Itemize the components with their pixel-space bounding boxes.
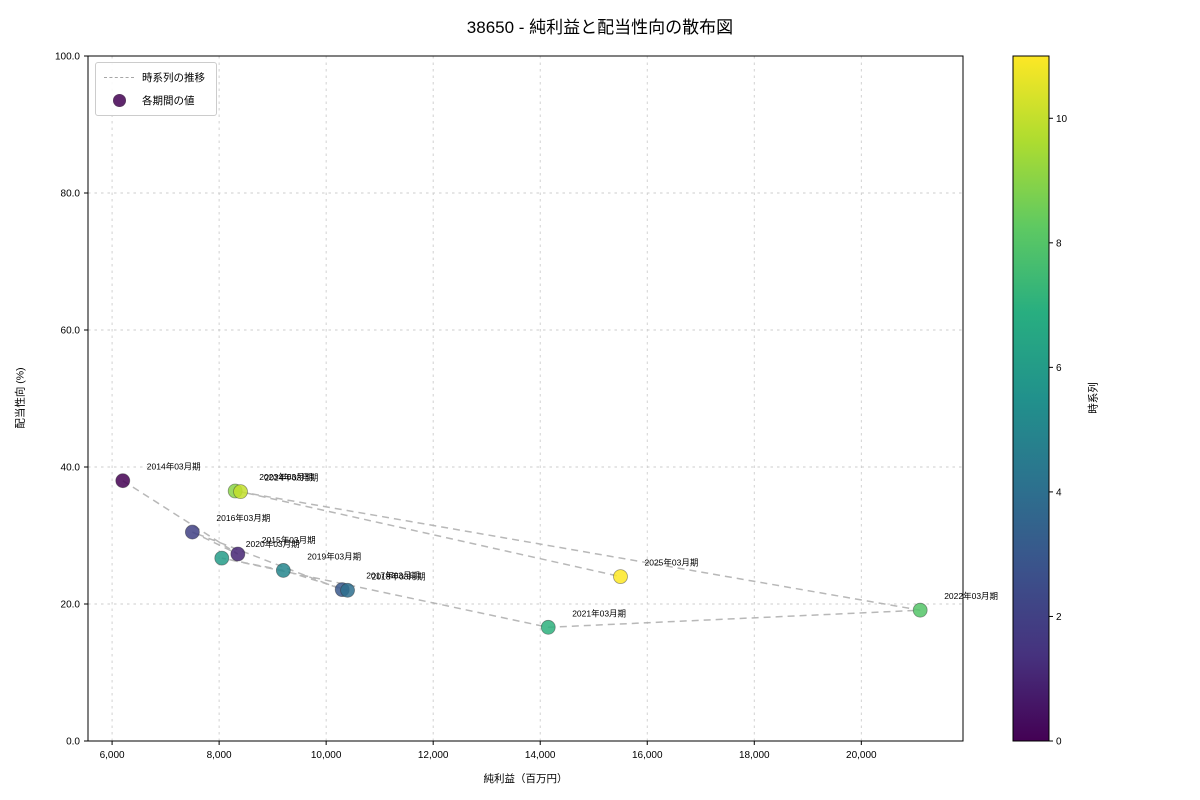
x-tick-label: 14,000 (525, 750, 556, 761)
y-axis-label: 配当性向 (%) (14, 367, 27, 429)
x-tick-label: 8,000 (207, 750, 232, 761)
colorbar-label: 時系列 (1087, 382, 1100, 414)
y-tick-label: 100.0 (55, 52, 80, 63)
legend-swatch (104, 77, 134, 78)
dashed-line-icon (104, 77, 134, 78)
data-point (912, 602, 928, 618)
point-annotation: 2016年03月期 (216, 513, 270, 523)
data-point (230, 546, 246, 562)
legend: 時系列の推移 各期間の値 (95, 62, 217, 116)
point-annotation: 2020年03月期 (246, 539, 300, 549)
legend-item-trend: 時系列の推移 (104, 70, 205, 85)
point-annotation: 2019年03月期 (307, 551, 361, 561)
data-point (214, 550, 230, 566)
x-tick-label: 10,000 (311, 750, 342, 761)
data-point (540, 619, 556, 635)
point-annotation: 2022年03月期 (944, 591, 998, 601)
y-tick-label: 40.0 (61, 463, 81, 474)
legend-label-trend: 時系列の推移 (142, 72, 205, 84)
legend-item-points: 各期間の値 (104, 93, 205, 108)
y-tick-label: 80.0 (61, 189, 81, 200)
colorbar (1013, 56, 1049, 741)
colorbar-tick-label: 0 (1056, 737, 1062, 748)
colorbar-tick-label: 10 (1056, 114, 1068, 125)
point-annotation: 2017年03月期 (366, 571, 420, 581)
point-annotation: 2014年03月期 (147, 462, 201, 472)
colorbar-border (1012, 55, 1050, 742)
y-tick-label: 20.0 (61, 600, 81, 611)
colorbar-tick-label: 2 (1056, 612, 1062, 623)
y-tick-label: 60.0 (61, 326, 81, 337)
point-annotation: 2023年03月期 (259, 472, 313, 482)
point-annotation: 2025年03月期 (645, 558, 699, 568)
point-annotation: 2015年03月期 (262, 535, 316, 545)
legend-swatch (104, 94, 134, 107)
colorbar-tick-label: 6 (1056, 363, 1062, 374)
data-point (233, 484, 248, 500)
plot-border (87, 55, 964, 742)
x-tick-label: 18,000 (739, 750, 770, 761)
data-point (340, 582, 355, 598)
colorbar-tick-label: 4 (1056, 487, 1062, 498)
chart-title: 38650 - 純利益と配当性向の散布図 (466, 18, 734, 37)
point-annotation: 2018年03月期 (372, 571, 426, 581)
data-point (184, 524, 200, 540)
point-annotation: 2021年03月期 (572, 608, 626, 618)
scatter-marker-icon (112, 94, 126, 107)
x-tick-label: 16,000 (632, 750, 663, 761)
x-tick-label: 6,000 (100, 750, 125, 761)
legend-label-points: 各期間の値 (142, 95, 195, 107)
data-point (115, 473, 131, 489)
y-tick-label: 0.0 (66, 737, 80, 748)
x-tick-label: 12,000 (418, 750, 449, 761)
colorbar-tick-label: 8 (1056, 238, 1062, 249)
data-point (275, 563, 291, 578)
point-annotation: 2024年03月期 (265, 473, 319, 483)
x-axis-label: 純利益（百万円） (483, 773, 568, 785)
data-point (613, 569, 628, 584)
x-tick-label: 20,000 (846, 750, 877, 761)
